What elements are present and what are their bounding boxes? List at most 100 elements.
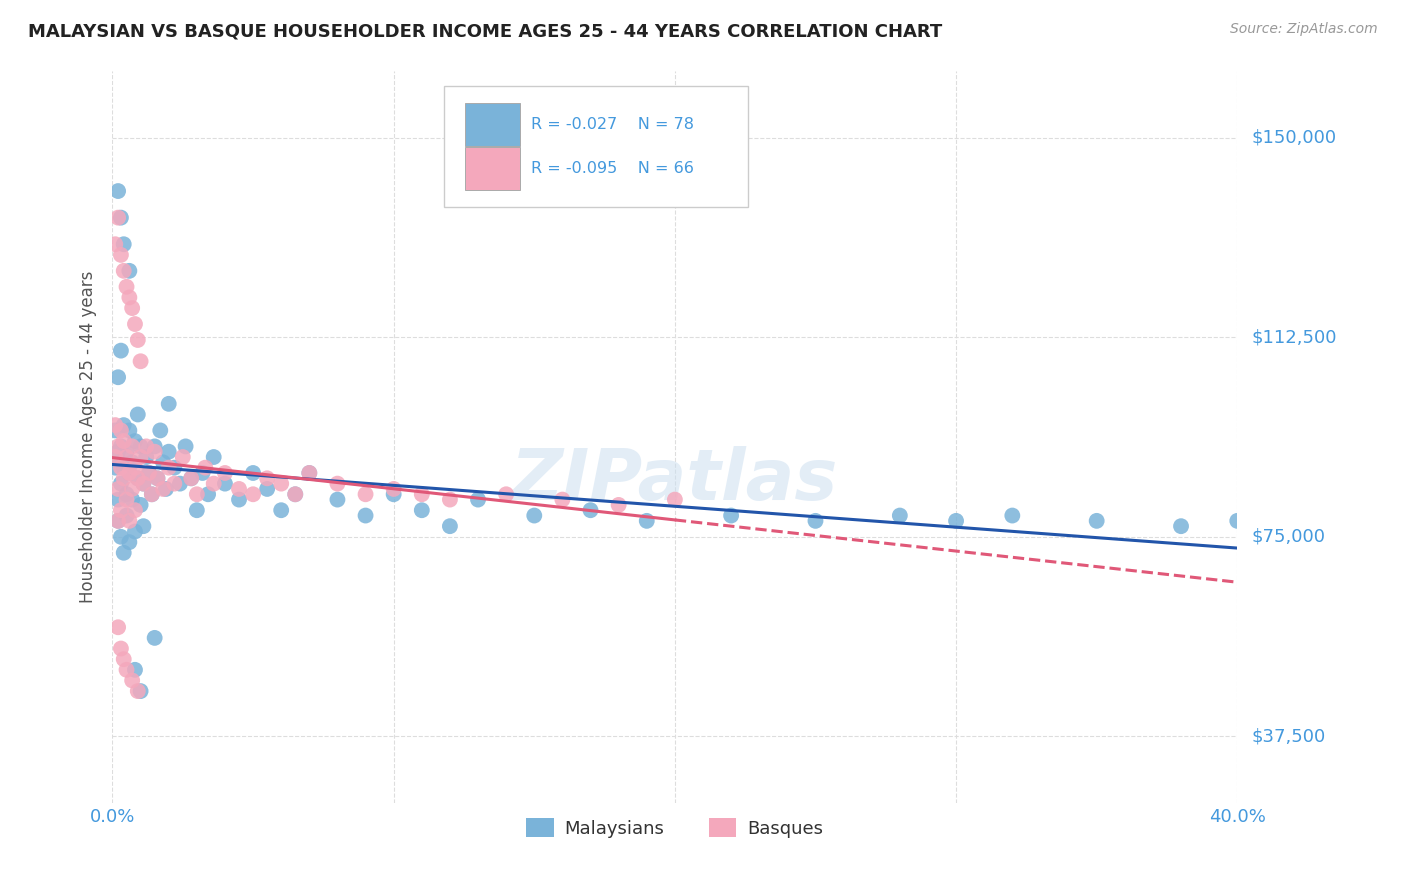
Point <box>121 439 143 453</box>
Point <box>579 503 602 517</box>
Point <box>298 466 321 480</box>
Point <box>107 492 129 507</box>
Point <box>382 482 405 496</box>
Point <box>804 514 827 528</box>
Point <box>110 424 132 438</box>
Point <box>110 476 132 491</box>
Point <box>115 663 138 677</box>
Point <box>107 211 129 225</box>
Point <box>110 530 132 544</box>
Point <box>112 264 135 278</box>
Point <box>174 439 197 453</box>
Point <box>163 476 186 491</box>
Point <box>169 476 191 491</box>
Point <box>112 546 135 560</box>
Point <box>889 508 911 523</box>
Point <box>326 492 349 507</box>
Text: MALAYSIAN VS BASQUE HOUSEHOLDER INCOME AGES 25 - 44 YEARS CORRELATION CHART: MALAYSIAN VS BASQUE HOUSEHOLDER INCOME A… <box>28 22 942 40</box>
Point <box>152 482 174 496</box>
Point <box>127 408 149 422</box>
Point <box>110 248 132 262</box>
Point <box>118 535 141 549</box>
Point <box>256 482 278 496</box>
Point <box>121 301 143 315</box>
Point <box>155 482 177 496</box>
Point <box>354 508 377 523</box>
Point <box>157 397 180 411</box>
Point <box>127 471 149 485</box>
Point <box>242 487 264 501</box>
Point <box>127 471 149 485</box>
Point <box>180 471 202 485</box>
Point <box>149 424 172 438</box>
Point <box>298 466 321 480</box>
Text: Source: ZipAtlas.com: Source: ZipAtlas.com <box>1230 22 1378 37</box>
Point <box>115 280 138 294</box>
Point <box>110 460 132 475</box>
Point <box>354 487 377 501</box>
Text: ZIPatlas: ZIPatlas <box>512 447 838 516</box>
Point <box>118 290 141 304</box>
Point <box>107 370 129 384</box>
Point <box>107 439 129 453</box>
Point <box>138 466 160 480</box>
Point <box>104 450 127 464</box>
Point <box>107 482 129 496</box>
Point <box>135 450 157 464</box>
Point <box>107 514 129 528</box>
Point <box>270 476 292 491</box>
Point <box>495 487 517 501</box>
Point <box>411 487 433 501</box>
Point <box>107 184 129 198</box>
Point <box>664 492 686 507</box>
Point <box>439 492 461 507</box>
Point <box>270 503 292 517</box>
Point <box>720 508 742 523</box>
Point <box>284 487 307 501</box>
Point <box>118 514 141 528</box>
Point <box>138 466 160 480</box>
Point <box>112 237 135 252</box>
Text: $37,500: $37,500 <box>1251 727 1326 746</box>
Point <box>104 460 127 475</box>
Text: R = -0.027    N = 78: R = -0.027 N = 78 <box>531 117 695 132</box>
Point <box>186 503 208 517</box>
Y-axis label: Householder Income Ages 25 - 44 years: Householder Income Ages 25 - 44 years <box>79 271 97 603</box>
Point <box>256 471 278 485</box>
Point <box>467 492 489 507</box>
Point <box>146 471 169 485</box>
Point <box>141 487 163 501</box>
Point <box>523 508 546 523</box>
Point <box>143 631 166 645</box>
Point <box>146 471 169 485</box>
Legend: Malaysians, Basques: Malaysians, Basques <box>519 811 831 845</box>
Point <box>228 482 250 496</box>
Point <box>124 503 146 517</box>
Point <box>121 492 143 507</box>
Text: $112,500: $112,500 <box>1251 328 1337 346</box>
Point <box>112 652 135 666</box>
FancyBboxPatch shape <box>464 146 520 190</box>
Point <box>124 524 146 539</box>
Point <box>132 519 155 533</box>
Text: $150,000: $150,000 <box>1251 128 1336 147</box>
Point <box>636 514 658 528</box>
Point <box>132 476 155 491</box>
Point <box>104 418 127 433</box>
Point <box>115 492 138 507</box>
Point <box>107 620 129 634</box>
Point <box>129 684 152 698</box>
Point <box>104 424 127 438</box>
Point <box>129 450 152 464</box>
Point <box>157 460 180 475</box>
Point <box>118 466 141 480</box>
Point <box>1001 508 1024 523</box>
Point <box>202 450 225 464</box>
Point <box>172 450 194 464</box>
Point <box>112 434 135 448</box>
Point <box>129 498 152 512</box>
Point <box>607 498 630 512</box>
Point <box>214 466 236 480</box>
Point <box>115 508 138 523</box>
Point <box>945 514 967 528</box>
